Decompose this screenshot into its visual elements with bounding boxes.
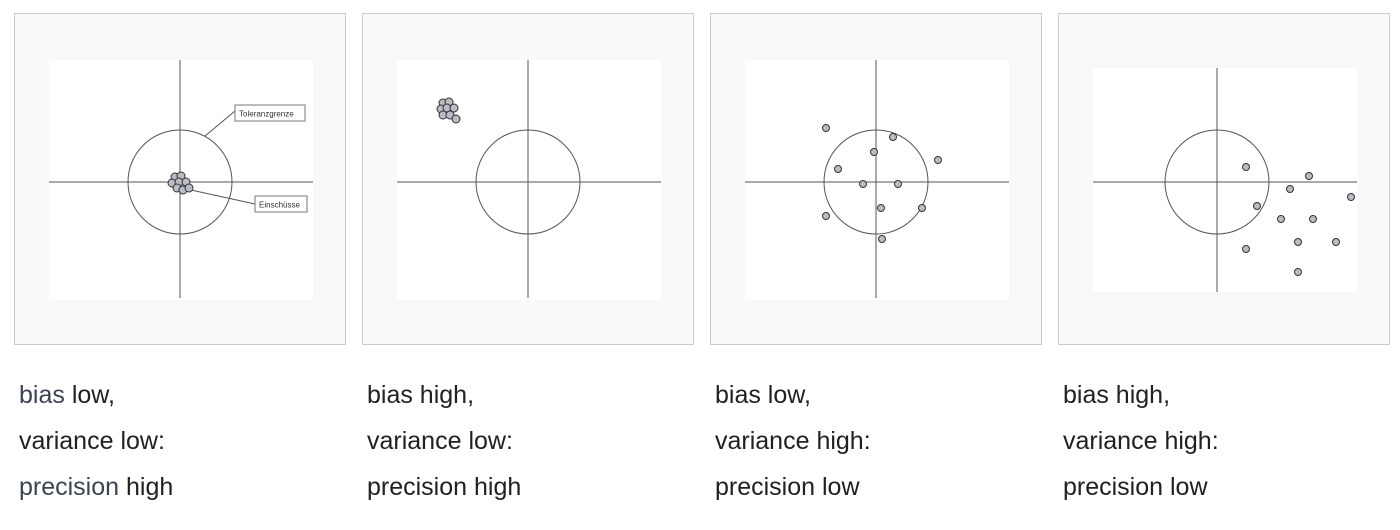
plot-area	[1093, 68, 1357, 292]
shot	[1332, 238, 1340, 246]
caption-bias-line: bias high,	[1063, 381, 1171, 409]
caption-variance-line: variance low:	[367, 427, 513, 455]
shot	[184, 183, 194, 193]
shots-label-box	[254, 195, 308, 213]
caption-bias-high-variance-high: bias high, variance high: precision low	[1063, 372, 1393, 510]
shot	[1242, 245, 1250, 253]
caption-precision-value: high	[119, 473, 174, 501]
shot-cluster	[167, 171, 194, 195]
caption-bias-low-variance-low: bias low, variance low: precision high	[19, 372, 349, 510]
target-diagram-svg: Toleranzgrenze Einschüsse	[49, 60, 313, 300]
caption-bias-line: bias high,	[367, 381, 475, 409]
tolerance-circle	[823, 129, 929, 235]
caption-variance-line: variance low:	[19, 427, 165, 455]
caption-precision-line: precision low	[715, 473, 860, 501]
shot	[1277, 215, 1285, 223]
tolerance-label-box	[234, 104, 306, 122]
plot-area	[397, 60, 661, 300]
bias-link[interactable]: bias	[19, 381, 65, 409]
target-diagram-bias-high-variance-low	[362, 13, 694, 345]
caption-precision-line: precision high	[19, 464, 349, 510]
tolerance-circle	[127, 129, 233, 235]
shot	[894, 180, 902, 188]
shots-leader-line	[190, 189, 256, 205]
shot	[1286, 185, 1294, 193]
tolerance-circle	[1164, 129, 1270, 235]
shot	[870, 148, 878, 156]
shot	[449, 103, 459, 113]
caption-bias-low-variance-high: bias low, variance high: precision low	[715, 372, 1045, 510]
shot	[1294, 238, 1302, 246]
shot	[1347, 193, 1355, 201]
tolerance-label: Toleranzgrenze	[239, 110, 294, 119]
shot-scatter	[1242, 163, 1355, 276]
shot	[451, 114, 461, 124]
caption-variance-line: variance high:	[1063, 427, 1219, 455]
caption-bias-line: bias low,	[19, 372, 349, 418]
shot	[859, 180, 867, 188]
target-diagram-svg	[1093, 68, 1357, 292]
caption-precision-line: precision low	[1063, 473, 1208, 501]
caption-bias-line: bias low,	[715, 381, 811, 409]
tolerance-circle	[475, 129, 581, 235]
shot	[918, 204, 926, 212]
target-diagram-svg	[397, 60, 661, 300]
caption-precision-line: precision high	[367, 473, 522, 501]
target-diagram-bias-high-variance-high	[1058, 13, 1390, 345]
shot	[1294, 268, 1302, 276]
caption-variance-line: variance high:	[715, 427, 871, 455]
shot	[878, 235, 886, 243]
tolerance-leader-line	[204, 110, 236, 137]
target-diagram-bias-low-variance-low: Toleranzgrenze Einschüsse	[14, 13, 346, 345]
shot	[1242, 163, 1250, 171]
precision-link[interactable]: precision	[19, 473, 120, 501]
shots-label: Einschüsse	[259, 201, 300, 210]
shot-scatter	[822, 124, 942, 243]
shot	[822, 124, 830, 132]
shot	[889, 133, 897, 141]
caption-bias-high-variance-low: bias high, variance low: precision high	[367, 372, 697, 510]
shot	[834, 165, 842, 173]
target-diagram-bias-low-variance-high	[710, 13, 1042, 345]
shot	[1305, 172, 1313, 180]
caption-bias-value: low,	[64, 381, 115, 409]
shot	[822, 212, 830, 220]
shot	[1309, 215, 1317, 223]
target-diagram-svg	[745, 60, 1009, 300]
shot	[1253, 202, 1261, 210]
shot	[934, 156, 942, 164]
plot-area	[745, 60, 1009, 300]
shot	[877, 204, 885, 212]
shot-cluster	[436, 97, 461, 124]
